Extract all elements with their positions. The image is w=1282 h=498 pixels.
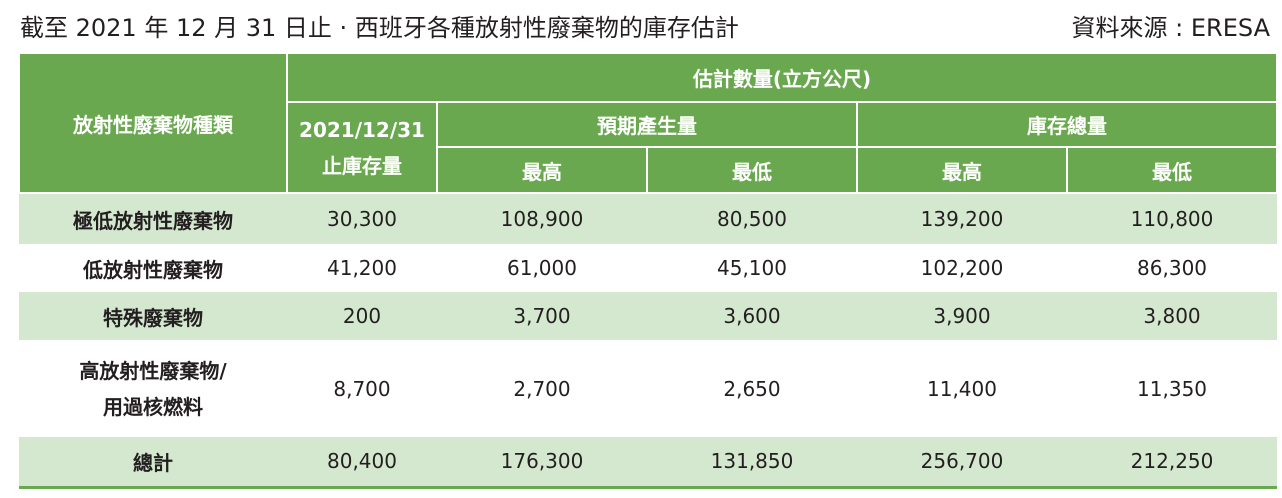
table-cell: 102,200 (857, 244, 1067, 292)
table-row: 極低放射性廢棄物 30,300 108,900 80,500 139,200 1… (19, 193, 1278, 244)
page-title: 截至 2021 年 12 月 31 日止 · 西班牙各種放射性廢棄物的庫存估計 (20, 14, 739, 42)
table-row: 特殊廢棄物 200 3,700 3,600 3,900 3,800 (19, 292, 1278, 340)
source-label: 資料來源 : ERESA (1071, 14, 1270, 42)
expected-low-header: 最低 (646, 146, 858, 194)
row-label: 特殊廢棄物 (19, 292, 287, 340)
radioactive-waste-table: 放射性廢棄物種類 估計數量(立方公尺) 2021/12/31 止庫存量 預期產生… (18, 52, 1279, 489)
row-label-line1: 高放射性廢棄物/ (79, 358, 227, 383)
table-cell: 30,300 (287, 193, 437, 244)
estimate-header: 估計數量(立方公尺) (285, 52, 1279, 103)
total-high-header: 最高 (856, 146, 1068, 194)
table-cell: 108,900 (437, 193, 647, 244)
expected-high-header: 最高 (436, 146, 648, 194)
table-cell: 3,600 (647, 292, 857, 340)
table-cell: 61,000 (437, 244, 647, 292)
table-cell: 41,200 (287, 244, 437, 292)
table-row: 低放射性廢棄物 41,200 61,000 45,100 102,200 86,… (19, 244, 1278, 292)
table-cell: 212,250 (1067, 437, 1278, 489)
expected-header: 預期產生量 (436, 101, 858, 148)
row-label: 低放射性廢棄物 (19, 244, 287, 292)
table-cell: 45,100 (647, 244, 857, 292)
table-cell: 11,350 (1067, 340, 1278, 437)
waste-type-header: 放射性廢棄物種類 (18, 52, 288, 194)
table-cell: 80,500 (647, 193, 857, 244)
row-label: 高放射性廢棄物/ 用過核燃料 (19, 340, 287, 437)
stock-header-line1: 2021/12/31 (299, 117, 425, 142)
row-label-line2: 用過核燃料 (103, 394, 203, 419)
table-cell: 256,700 (857, 437, 1067, 489)
table-cell: 3,900 (857, 292, 1067, 340)
total-low-header: 最低 (1065, 146, 1279, 194)
table-cell: 110,800 (1067, 193, 1278, 244)
table-cell: 8,700 (287, 340, 437, 437)
table-cell: 86,300 (1067, 244, 1278, 292)
stock-header-line2: 止庫存量 (322, 153, 402, 178)
table-cell: 11,400 (857, 340, 1067, 437)
table-cell: 3,700 (437, 292, 647, 340)
table-cell: 2,650 (647, 340, 857, 437)
table-cell: 80,400 (287, 437, 437, 489)
stock-header: 2021/12/31 止庫存量 (286, 101, 438, 194)
table-cell: 131,850 (647, 437, 857, 489)
header: 截至 2021 年 12 月 31 日止 · 西班牙各種放射性廢棄物的庫存估計 … (0, 0, 1282, 52)
table-row: 高放射性廢棄物/ 用過核燃料 8,700 2,700 2,650 11,400 … (19, 340, 1278, 437)
table-cell: 200 (287, 292, 437, 340)
table-cell: 176,300 (437, 437, 647, 489)
table-cell: 3,800 (1067, 292, 1278, 340)
table-cell: 2,700 (437, 340, 647, 437)
table-row-total: 總計 80,400 176,300 131,850 256,700 212,25… (19, 437, 1278, 489)
total-stock-header: 庫存總量 (855, 101, 1279, 148)
row-label: 極低放射性廢棄物 (19, 193, 287, 244)
row-label: 總計 (19, 437, 287, 489)
table-cell: 139,200 (857, 193, 1067, 244)
